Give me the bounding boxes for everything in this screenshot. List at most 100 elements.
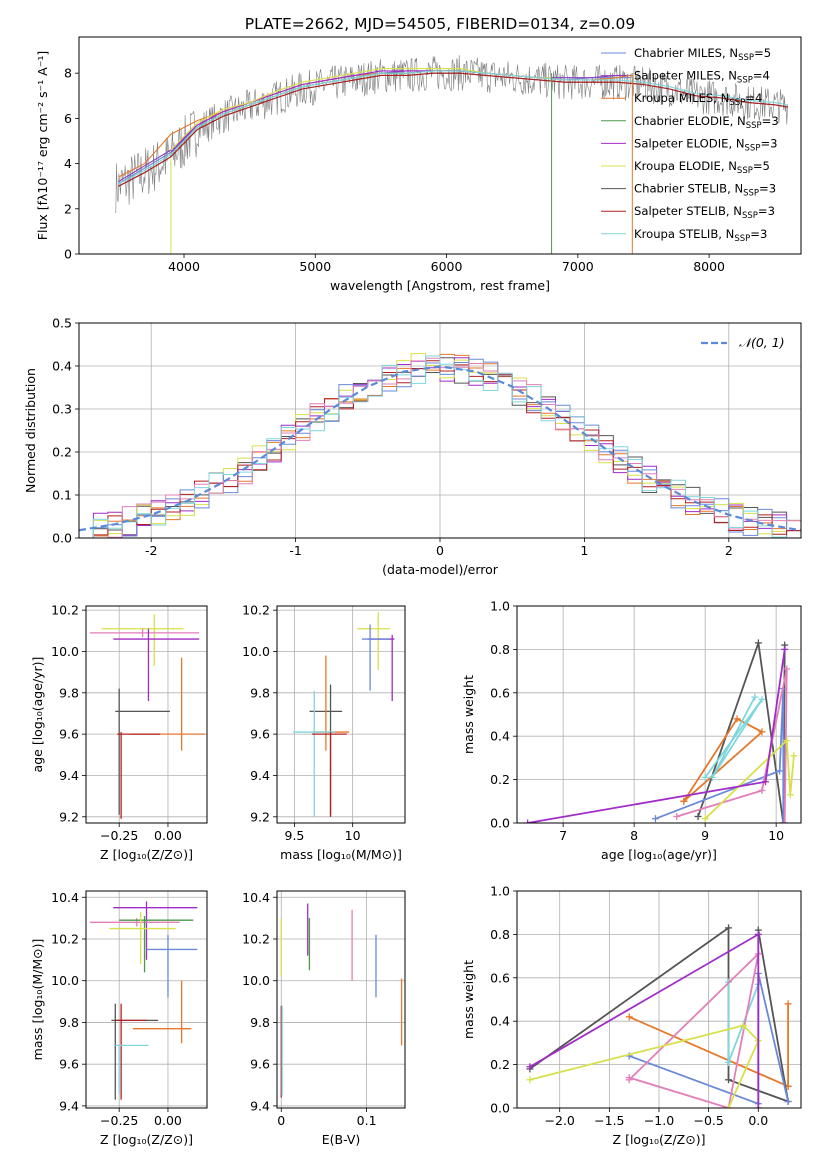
- weight-marker: [725, 924, 733, 932]
- y-axis-label: age [log₁₀(age/yr)]: [30, 657, 45, 773]
- weight-marker: [725, 1104, 733, 1108]
- z_mass-plot-area: [89, 901, 198, 1100]
- x-tick-label: 0: [436, 543, 444, 558]
- error-bar-point: [367, 634, 395, 702]
- error-bar-point: [101, 614, 184, 666]
- x-tick-label: −1.0: [644, 1113, 674, 1128]
- axes-frame: [78, 322, 802, 539]
- y-tick-label: 9.4: [250, 1098, 270, 1113]
- weight-line-pink: [628, 951, 760, 1108]
- y-tick-label: 10.2: [242, 931, 270, 946]
- x-tick-label: 0.0: [748, 1113, 768, 1128]
- weight-marker: [625, 1013, 633, 1021]
- y-axis-label: mass weight: [461, 675, 476, 754]
- weight-marker: [526, 1076, 534, 1084]
- x-axis-label: Z [log₁₀(Z/Z⊙)]: [100, 847, 193, 862]
- weight-marker: [694, 812, 702, 820]
- weight-marker: [762, 778, 769, 786]
- y-tick-label: 0.0: [52, 531, 72, 546]
- weight-marker: [758, 786, 766, 794]
- weight-marker: [725, 1058, 733, 1066]
- panel-spectrum: 4000 5000 6000 7000 8000 0 2 4 6 8 wavelength [Ang…: [35, 36, 802, 293]
- hist-plot-area: [79, 353, 801, 538]
- y-tick-label: 0.8: [490, 642, 510, 657]
- y-axis-label: mass [log₁₀(M/M⊙)]: [30, 939, 45, 1061]
- weight-marker: [751, 693, 759, 701]
- error-bar-point: [293, 690, 336, 817]
- x-axis-label: mass [log₁₀(M/M⊙)]: [280, 847, 402, 862]
- weight-line-kroupa-miles: [628, 1003, 789, 1088]
- error-bar-point: [113, 628, 200, 702]
- weight-marker: [784, 1000, 792, 1008]
- legend-entry: Salpeter ELODIE, NSSP=3: [634, 136, 778, 153]
- age_weight-plot-area: [524, 639, 798, 823]
- y-tick-label: 9.2: [59, 809, 79, 824]
- legend-entry: Kroupa ELODIE, NSSP=5: [634, 159, 770, 176]
- weight-marker: [754, 1104, 762, 1108]
- weight-line-kroupa-elodie: [704, 738, 795, 820]
- error-bar-point: [111, 1003, 159, 1100]
- legend-entry: Kroupa STELIB, NSSP=3: [634, 227, 767, 244]
- ebv_mass-plot-area: [280, 903, 403, 1098]
- x-tick-label: 9: [701, 828, 709, 843]
- x-tick-label: 0.1: [357, 1113, 377, 1128]
- error-bar-point: [89, 628, 200, 637]
- error-bar-point: [132, 980, 192, 1044]
- y-tick-label: 9.6: [59, 727, 79, 742]
- weight-marker: [758, 695, 766, 703]
- x-tick-label: 2: [725, 543, 733, 558]
- weight-marker: [784, 1097, 792, 1105]
- error-bar-point: [117, 732, 161, 819]
- legend-entry: Kroupa MILES, NSSP=4: [634, 91, 762, 108]
- x-tick-label: 0.00: [154, 1113, 182, 1128]
- y-tick-label: 9.8: [59, 1015, 79, 1030]
- axes-frame: [276, 890, 406, 1109]
- weight-marker: [708, 773, 716, 781]
- axes-frame: [516, 605, 802, 824]
- x-tick-label: 6000: [431, 259, 463, 274]
- y-tick-label: 0.0: [490, 816, 510, 831]
- y-tick-label: 9.6: [250, 727, 270, 742]
- y-tick-label: 0.6: [490, 970, 510, 985]
- legend-entry: Chabrier ELODIE, NSSP=3: [634, 114, 779, 131]
- legend-entry: Salpeter STELIB, NSSP=3: [634, 204, 775, 221]
- y-tick-label: 1.0: [490, 884, 510, 899]
- x-axis-label: wavelength [Angstrom, rest frame]: [330, 278, 550, 293]
- axes-frame: [78, 36, 802, 255]
- weight-marker: [524, 819, 532, 823]
- error-bar-point: [119, 916, 194, 973]
- y-tick-label: 0.4: [490, 1014, 510, 1029]
- axes-frame: [276, 605, 406, 824]
- weight-marker: [786, 791, 794, 799]
- x-axis-label: Z [log₁₀(Z/Z⊙)]: [100, 1132, 193, 1147]
- y-axis-label: Flux [fλ10⁻¹⁷ erg cm⁻² s⁻¹ A⁻¹]: [35, 51, 50, 240]
- error-bar-point: [115, 688, 170, 815]
- normal-curve: [79, 365, 801, 532]
- error-bar-point: [115, 1003, 147, 1100]
- y-tick-label: 10.2: [51, 603, 79, 618]
- y-tick-label: 0.2: [490, 1057, 510, 1072]
- legend-entry: 𝒩(0, 1): [739, 335, 785, 350]
- error-bar-point: [311, 732, 347, 817]
- x-tick-label: −0.5: [693, 1113, 723, 1128]
- weight-marker: [776, 767, 784, 775]
- x-tick-label: 1: [580, 543, 588, 558]
- y-tick-label: 10.2: [51, 931, 79, 946]
- x-tick-label: −1.5: [594, 1113, 624, 1128]
- y-tick-label: 10.0: [242, 973, 270, 988]
- model-line-kroupa-stelib: [118, 70, 788, 185]
- y-tick-label: 9.8: [250, 685, 270, 700]
- weight-marker: [625, 1074, 633, 1082]
- x-axis-label: age [log₁₀(age/yr)]: [601, 847, 717, 862]
- error-bar-point: [357, 612, 390, 671]
- y-tick-label: 0.4: [52, 359, 72, 374]
- panel-ebv_mass: 0 0.1 9.4 9.6 9.8 10.0 10.2 10.4 E(B-V): [242, 890, 406, 1147]
- legend-entry: Chabrier MILES, NSSP=5: [634, 46, 771, 63]
- y-tick-label: 9.6: [250, 1057, 270, 1072]
- weight-line-kroupa-miles: [683, 717, 764, 802]
- weight-marker: [526, 1063, 534, 1071]
- y-tick-label: 9.4: [59, 1098, 79, 1113]
- weight-marker: [725, 1076, 733, 1084]
- weight-marker: [739, 1022, 747, 1030]
- x-tick-label: 0.00: [154, 828, 182, 843]
